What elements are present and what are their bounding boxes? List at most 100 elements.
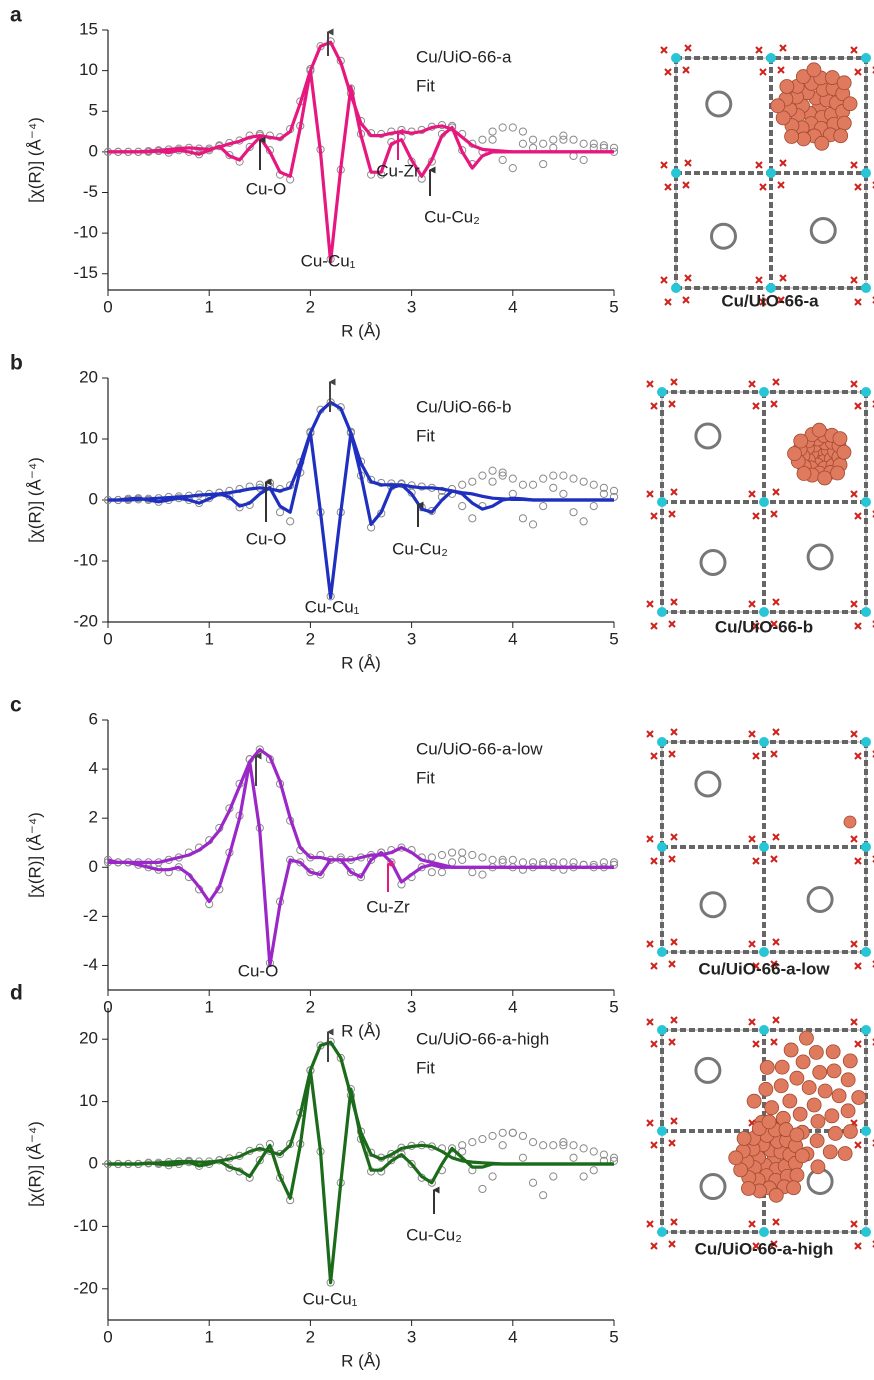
data-point bbox=[580, 1173, 587, 1180]
data-point bbox=[540, 1192, 547, 1199]
cu-atom bbox=[813, 1065, 827, 1079]
data-point bbox=[540, 140, 547, 147]
data-point bbox=[540, 503, 547, 510]
cu-atom bbox=[828, 1126, 842, 1140]
oxygen bbox=[647, 941, 653, 947]
y-axis-label: [χ(R)] (Å⁻⁴) bbox=[25, 117, 44, 203]
y-tick-label: 0 bbox=[89, 1153, 98, 1172]
oxygen bbox=[671, 379, 677, 385]
oxygen bbox=[749, 381, 755, 387]
data-point bbox=[459, 503, 466, 510]
fit-line bbox=[108, 1070, 614, 1282]
cu-atom bbox=[794, 434, 808, 448]
data-point bbox=[529, 481, 536, 488]
oxygen bbox=[669, 621, 675, 627]
oxygen bbox=[651, 403, 657, 409]
panel-letter: d bbox=[10, 982, 23, 1005]
cu-atom bbox=[838, 1147, 852, 1161]
data-point bbox=[469, 1139, 476, 1146]
fit-line bbox=[108, 750, 614, 868]
oxygen bbox=[669, 961, 675, 967]
zr-node bbox=[657, 737, 667, 747]
data-point bbox=[590, 503, 597, 510]
y-axis-label: [χ(R)] (Å⁻⁴) bbox=[25, 812, 44, 898]
data-point bbox=[560, 859, 567, 866]
y-tick-label: 10 bbox=[79, 1091, 98, 1110]
oxygen bbox=[773, 379, 779, 385]
data-point bbox=[540, 475, 547, 482]
cu-atom bbox=[832, 1089, 846, 1103]
y-tick-label: -20 bbox=[73, 611, 98, 630]
annotation: Cu-Cu₁ bbox=[303, 1289, 358, 1308]
data-point bbox=[550, 136, 557, 143]
cu-atom bbox=[797, 132, 811, 146]
zr-node bbox=[766, 53, 776, 63]
data-point bbox=[529, 1139, 536, 1146]
fit-line bbox=[108, 762, 614, 966]
cu-atom bbox=[810, 1134, 824, 1148]
x-tick-label: 2 bbox=[306, 1327, 315, 1346]
data-point bbox=[570, 1142, 577, 1149]
y-tick-label: 10 bbox=[79, 428, 98, 447]
x-axis-label: R (Å) bbox=[341, 653, 381, 672]
cu-atom bbox=[774, 1079, 788, 1093]
oxygen bbox=[647, 1019, 653, 1025]
data-point bbox=[276, 509, 283, 516]
annotation: Cu-O bbox=[246, 529, 287, 548]
cu-atom bbox=[807, 63, 821, 77]
cu-atom bbox=[795, 1149, 809, 1163]
x-tick-label: 4 bbox=[508, 1327, 517, 1346]
cu-atom bbox=[788, 447, 802, 461]
annotation: Cu-Cu₂ bbox=[406, 1225, 462, 1244]
cu-atom bbox=[769, 1188, 783, 1202]
data-point bbox=[580, 140, 587, 147]
cu-atom bbox=[765, 1101, 779, 1115]
data-point bbox=[519, 515, 526, 522]
cu-atom bbox=[834, 129, 848, 143]
structure-label: Cu/UiO-66-a-high bbox=[695, 1239, 834, 1258]
zr-node bbox=[759, 842, 769, 852]
oxygen bbox=[647, 1120, 653, 1126]
cu-atom bbox=[796, 1055, 810, 1069]
data-point bbox=[469, 515, 476, 522]
cu-atom bbox=[843, 97, 857, 111]
oxygen bbox=[851, 731, 857, 737]
data-point bbox=[438, 851, 445, 858]
cu-atom bbox=[827, 1064, 841, 1078]
cu-atom bbox=[823, 1145, 837, 1159]
data-point bbox=[499, 156, 506, 163]
cu-atom bbox=[811, 1160, 825, 1174]
y-tick-label: 10 bbox=[79, 60, 98, 79]
oxygen bbox=[773, 1017, 779, 1023]
cu-atom bbox=[837, 76, 851, 90]
data-point bbox=[499, 124, 506, 131]
oxygen bbox=[651, 858, 657, 864]
cu-atom bbox=[785, 130, 799, 144]
x-tick-label: 1 bbox=[204, 629, 213, 648]
zr-node bbox=[759, 387, 769, 397]
data-point bbox=[509, 165, 516, 172]
cu-atom bbox=[809, 1045, 823, 1059]
y-tick-label: 2 bbox=[89, 808, 98, 827]
cu-atom bbox=[799, 1031, 813, 1045]
data-point bbox=[479, 472, 486, 479]
annotation: Cu-O bbox=[238, 961, 279, 980]
zr-node bbox=[861, 842, 871, 852]
cu-atom bbox=[807, 1098, 821, 1112]
data-point bbox=[479, 854, 486, 861]
legend-label: Fit bbox=[416, 1058, 435, 1077]
cu-atom bbox=[837, 116, 851, 130]
cu-atom bbox=[812, 423, 826, 437]
zr-node bbox=[657, 387, 667, 397]
cu-atom bbox=[844, 816, 856, 828]
annotation: Cu-Cu₂ bbox=[392, 539, 448, 558]
x-tick-label: 3 bbox=[407, 629, 416, 648]
oxygen bbox=[669, 1241, 675, 1247]
cu-atom bbox=[790, 1128, 804, 1142]
zr-node bbox=[671, 168, 681, 178]
x-tick-label: 4 bbox=[508, 997, 517, 1016]
y-tick-label: -4 bbox=[83, 955, 98, 974]
cu-atom bbox=[759, 1082, 773, 1096]
data-point bbox=[590, 481, 597, 488]
data-point bbox=[560, 490, 567, 497]
